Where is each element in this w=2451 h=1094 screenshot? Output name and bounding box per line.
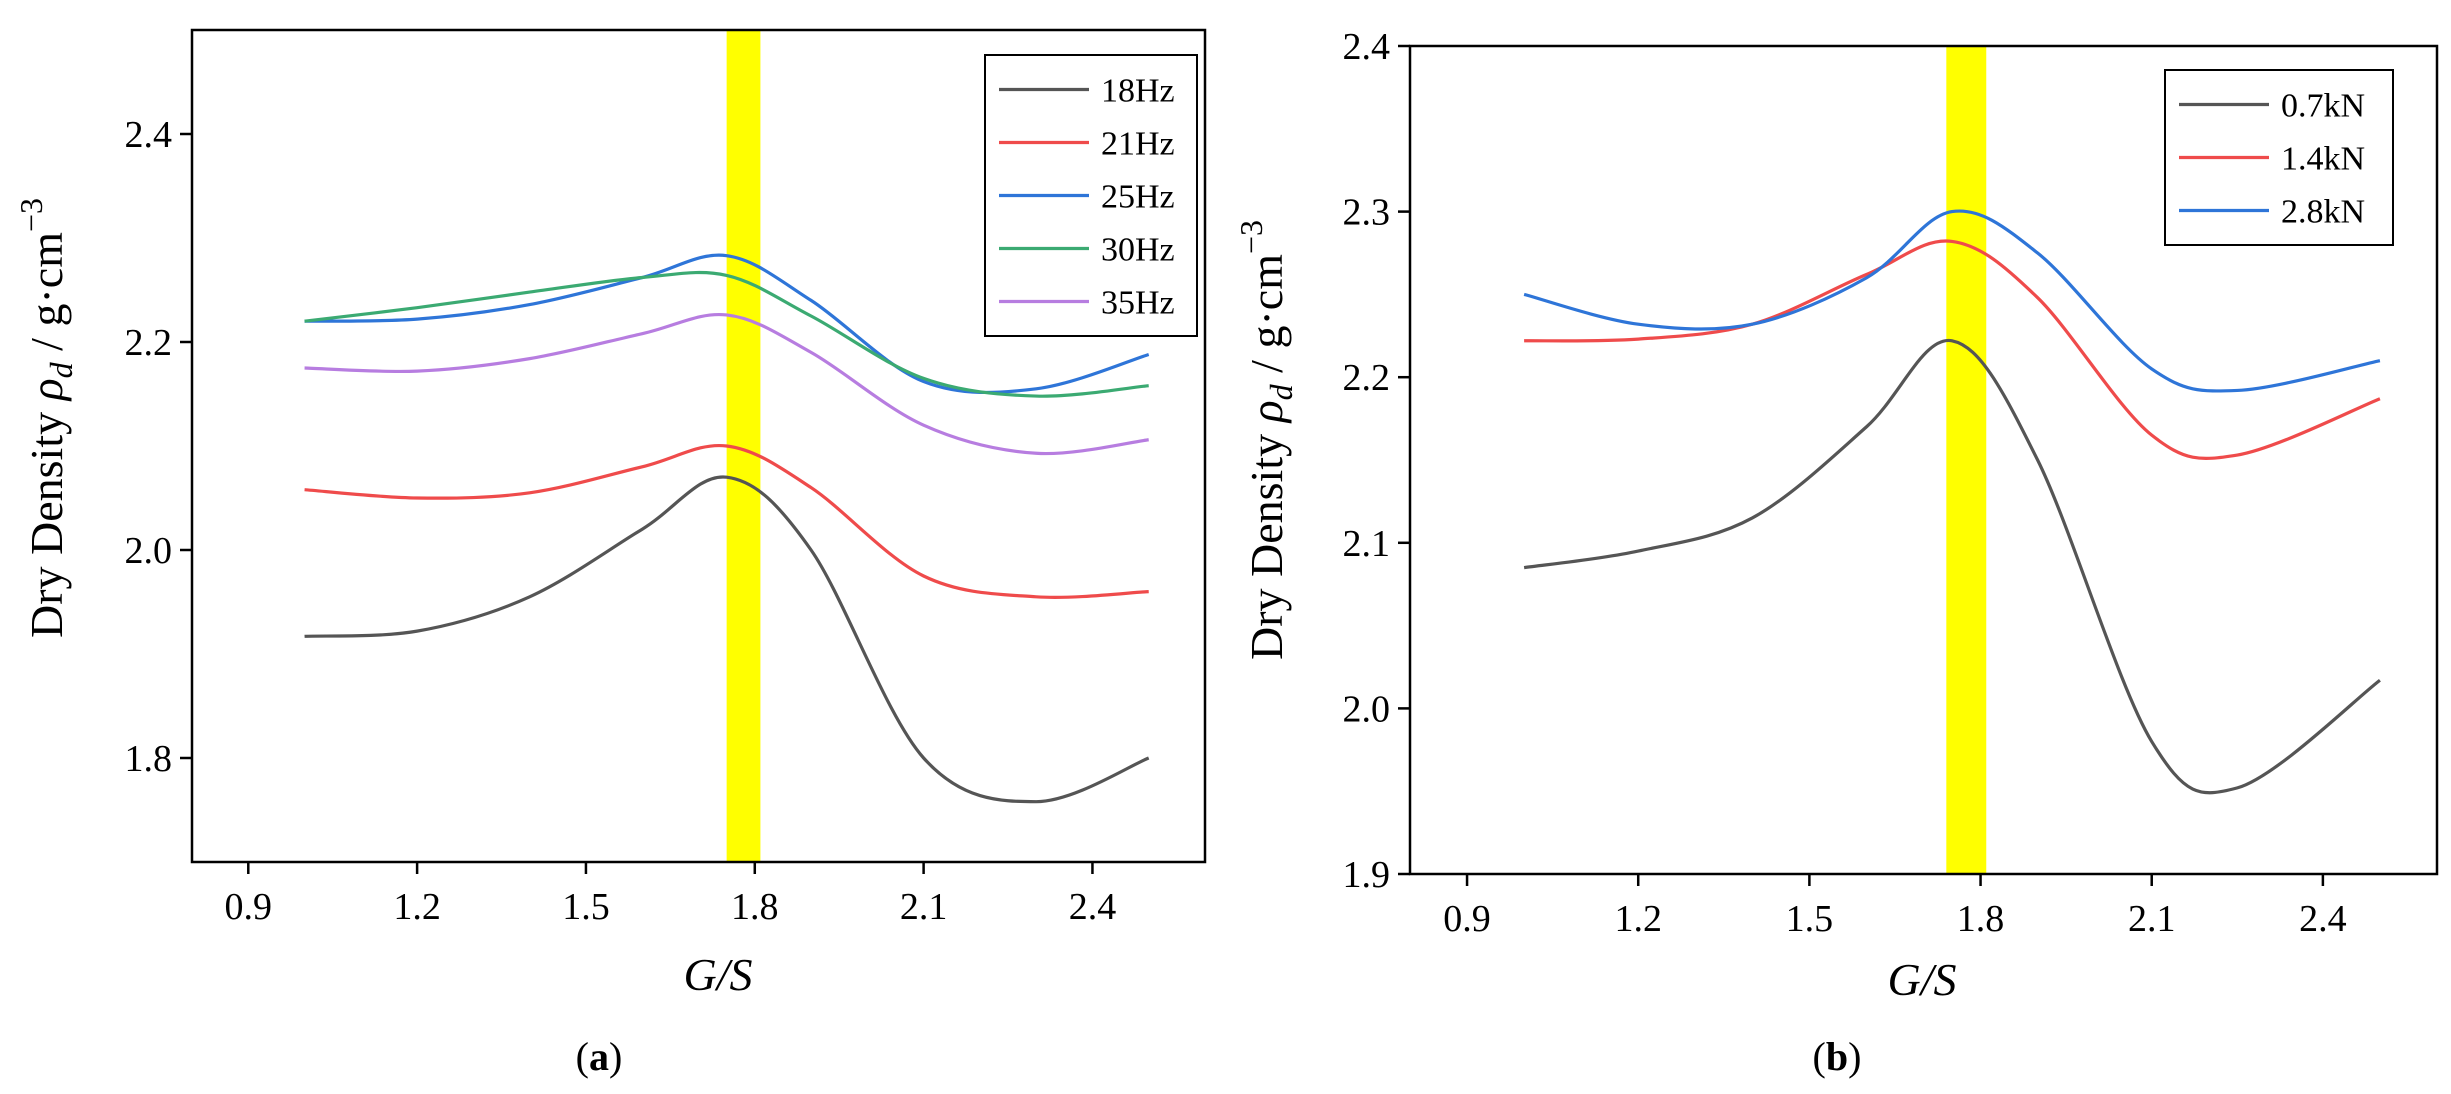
y-tick-label: 2.3 bbox=[1343, 192, 1391, 234]
x-tick-label: 0.9 bbox=[225, 886, 273, 928]
x-tick-label: 2.4 bbox=[2299, 898, 2347, 940]
panel-label-close: ) bbox=[1848, 1034, 1861, 1079]
y-tick-label: 2.1 bbox=[1343, 523, 1391, 565]
legend-label-30hz: 30Hz bbox=[1101, 232, 1175, 269]
y-axis-title-sup: −3 bbox=[1233, 220, 1269, 254]
x-tick-label: 1.2 bbox=[393, 886, 441, 928]
series-line-25hz bbox=[304, 253, 1150, 395]
panel-b: 0.9 1.2 1.5 1.8 2.1 2.4 1.9 2.0 2.1 2.2 2.3 2.4 G/S D… bbox=[1233, 26, 2439, 1079]
y-axis-title-unit: / g·cm bbox=[21, 232, 72, 363]
y-tick-label: 2.0 bbox=[1343, 688, 1391, 730]
y-axis-title-rho: ρ bbox=[1241, 400, 1292, 424]
panel-label-open: ( bbox=[1813, 1034, 1826, 1079]
x-axis-title: G/S bbox=[684, 949, 753, 1000]
panel-a: 0.9 1.2 1.5 1.8 2.1 2.4 1.8 2.0 2.2 2.4 G/S Dry Den… bbox=[13, 28, 1207, 1079]
series-line-2.8kn bbox=[1523, 209, 2381, 393]
series-line-0.7kn bbox=[1523, 339, 2381, 795]
y-tick-label: 1.9 bbox=[1343, 854, 1391, 896]
y-axis-title-sub: d bbox=[1263, 383, 1299, 400]
y-tick-label: 2.0 bbox=[125, 530, 173, 572]
highlight-band bbox=[1946, 46, 1987, 874]
y-axis-title-unit: / g·cm bbox=[1241, 254, 1292, 385]
legend-label-21hz: 21Hz bbox=[1101, 126, 1175, 163]
legend-label-2.8kn: 2.8kN bbox=[2281, 194, 2365, 231]
x-tick-label: 0.9 bbox=[1443, 898, 1491, 940]
y-axis-title: Dry Density ρd / g·cm−3 bbox=[13, 198, 79, 638]
legend-label-0.7kn: 0.7kN bbox=[2281, 88, 2365, 125]
y-axis-title-main: Dry Density bbox=[1241, 422, 1292, 660]
series-line-30hz bbox=[304, 270, 1149, 398]
y-axis-title: Dry Density ρd / g·cm−3 bbox=[1233, 220, 1299, 660]
x-tick-label: 1.5 bbox=[1786, 898, 1834, 940]
series-line-1.4kn bbox=[1524, 239, 2381, 460]
y-tick-label: 2.2 bbox=[1343, 357, 1391, 399]
x-tick-label: 1.8 bbox=[1957, 898, 2005, 940]
x-tick-label: 1.2 bbox=[1614, 898, 1662, 940]
x-tick-label: 1.5 bbox=[562, 886, 610, 928]
panel-label: (a) bbox=[576, 1034, 623, 1079]
x-axis-title: G/S bbox=[1888, 954, 1957, 1005]
plot-frame bbox=[190, 28, 1207, 864]
legend-label-35hz: 35Hz bbox=[1101, 285, 1175, 322]
x-tick-label: 2.4 bbox=[1069, 886, 1117, 928]
y-tick-label: 2.2 bbox=[125, 322, 173, 364]
y-tick-label: 2.4 bbox=[1343, 26, 1391, 68]
plot-frame bbox=[1408, 44, 2439, 876]
series-line-35hz bbox=[304, 312, 1149, 456]
x-tick-label: 2.1 bbox=[2128, 898, 2176, 940]
y-tick-label: 1.8 bbox=[125, 738, 173, 780]
y-axis-title-sup: −3 bbox=[13, 198, 49, 232]
y-axis-title-main: Dry Density bbox=[21, 400, 72, 638]
panel-label-letter: b bbox=[1826, 1034, 1848, 1079]
y-tick-label: 2.4 bbox=[125, 114, 173, 156]
panel-label-letter: a bbox=[589, 1034, 609, 1079]
panel-label-close: ) bbox=[609, 1034, 622, 1079]
series-line-18hz bbox=[304, 475, 1150, 804]
legend-label-25hz: 25Hz bbox=[1101, 179, 1175, 216]
legend-label-1.4kn: 1.4kN bbox=[2281, 141, 2365, 178]
series-line-21hz bbox=[304, 443, 1149, 599]
x-tick-label: 1.8 bbox=[731, 886, 779, 928]
panel-label-open: ( bbox=[576, 1034, 589, 1079]
panel-label: (b) bbox=[1813, 1034, 1862, 1079]
y-axis-title-rho: ρ bbox=[21, 378, 72, 402]
y-axis-title-sub: d bbox=[43, 361, 79, 378]
x-tick-label: 2.1 bbox=[900, 886, 948, 928]
legend-label-18hz: 18Hz bbox=[1101, 73, 1175, 110]
